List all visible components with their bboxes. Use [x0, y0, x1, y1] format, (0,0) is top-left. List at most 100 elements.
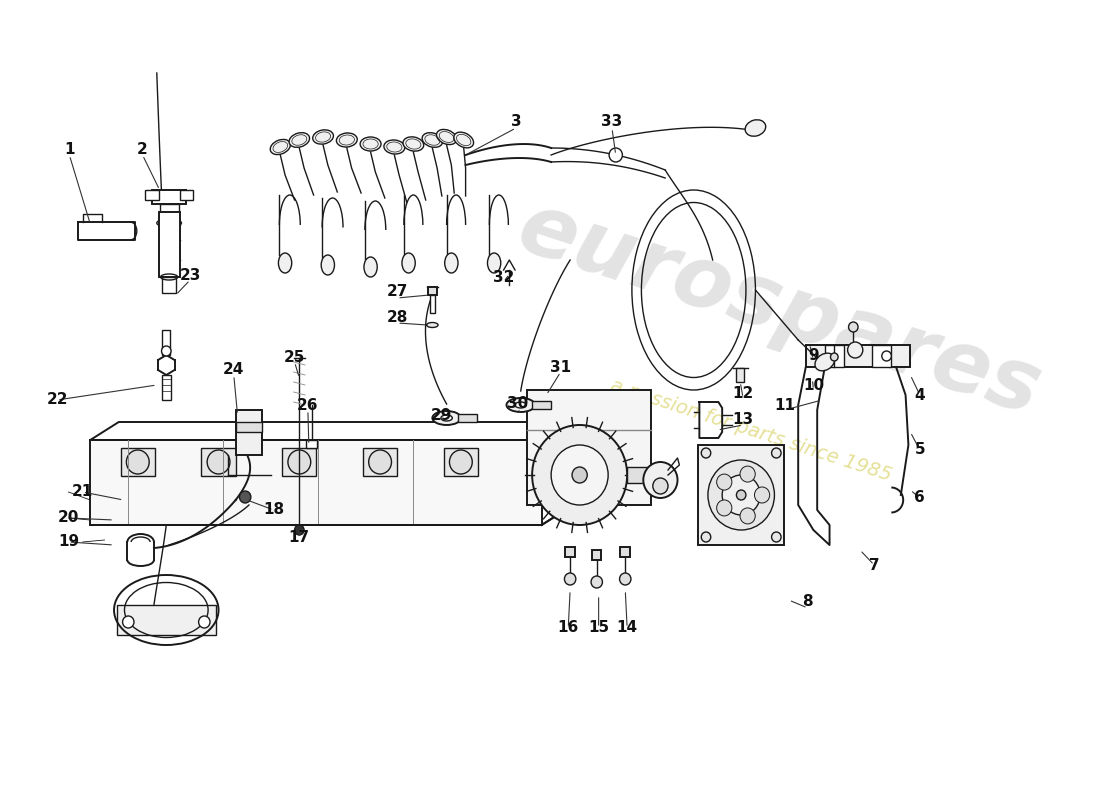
Text: 30: 30 — [507, 395, 528, 410]
Ellipse shape — [384, 140, 405, 154]
Circle shape — [755, 487, 770, 503]
Ellipse shape — [454, 132, 474, 148]
Bar — [428, 287, 437, 295]
Ellipse shape — [506, 398, 535, 412]
Circle shape — [207, 450, 230, 474]
Bar — [235, 422, 262, 432]
Circle shape — [771, 448, 781, 458]
Circle shape — [652, 478, 668, 494]
Circle shape — [240, 491, 251, 503]
Circle shape — [648, 467, 663, 483]
Bar — [163, 330, 170, 355]
Circle shape — [619, 573, 631, 585]
Text: 16: 16 — [558, 621, 579, 635]
Bar — [283, 448, 317, 476]
Ellipse shape — [403, 137, 424, 151]
Bar — [163, 277, 176, 293]
Ellipse shape — [815, 353, 835, 371]
Circle shape — [771, 532, 781, 542]
Ellipse shape — [745, 120, 766, 136]
Circle shape — [644, 462, 678, 498]
Circle shape — [450, 450, 472, 474]
Ellipse shape — [289, 133, 309, 147]
Text: a passion for parts since 1985: a passion for parts since 1985 — [607, 375, 893, 485]
Bar — [306, 440, 318, 448]
Circle shape — [708, 460, 774, 530]
Text: 6: 6 — [914, 490, 925, 506]
Text: 13: 13 — [733, 413, 754, 427]
Ellipse shape — [437, 130, 456, 145]
Bar — [235, 410, 262, 455]
Text: 31: 31 — [550, 361, 571, 375]
Bar — [160, 204, 178, 212]
Bar — [872, 345, 891, 367]
Ellipse shape — [321, 255, 334, 275]
Ellipse shape — [427, 322, 438, 327]
Bar — [158, 212, 179, 277]
Bar — [806, 345, 911, 367]
Bar — [152, 190, 186, 204]
Text: 8: 8 — [802, 594, 813, 610]
Bar — [162, 375, 170, 400]
Text: 21: 21 — [72, 485, 94, 499]
Bar — [179, 190, 192, 200]
Circle shape — [295, 525, 304, 535]
Ellipse shape — [432, 411, 461, 425]
Text: eurospares: eurospares — [507, 186, 1050, 434]
Bar — [117, 605, 216, 635]
Circle shape — [551, 445, 608, 505]
Circle shape — [740, 508, 756, 524]
Text: 26: 26 — [297, 398, 319, 413]
Ellipse shape — [312, 130, 333, 144]
Text: 25: 25 — [284, 350, 306, 366]
Circle shape — [532, 425, 627, 525]
Circle shape — [702, 448, 711, 458]
Ellipse shape — [441, 415, 452, 421]
Circle shape — [723, 475, 760, 515]
Bar — [458, 414, 477, 422]
Circle shape — [736, 490, 746, 500]
Text: 29: 29 — [431, 407, 452, 422]
Bar — [620, 547, 630, 557]
Text: 18: 18 — [263, 502, 284, 518]
Text: 19: 19 — [58, 534, 79, 550]
Ellipse shape — [515, 402, 527, 408]
Bar — [363, 448, 397, 476]
Bar — [145, 190, 158, 200]
Text: 27: 27 — [386, 285, 408, 299]
Bar — [532, 401, 551, 409]
Circle shape — [717, 500, 732, 516]
Bar — [825, 345, 844, 367]
Circle shape — [609, 148, 623, 162]
Circle shape — [740, 466, 756, 482]
Text: 14: 14 — [617, 621, 638, 635]
Text: 33: 33 — [602, 114, 623, 130]
Bar — [698, 445, 784, 545]
Text: 2: 2 — [138, 142, 147, 157]
Ellipse shape — [364, 257, 377, 277]
Circle shape — [122, 616, 134, 628]
Circle shape — [162, 346, 170, 356]
Ellipse shape — [360, 137, 381, 151]
Ellipse shape — [402, 253, 415, 273]
Text: 3: 3 — [510, 114, 521, 130]
Text: 23: 23 — [179, 267, 200, 282]
Text: 4: 4 — [914, 387, 925, 402]
Circle shape — [564, 573, 575, 585]
Bar — [90, 440, 541, 525]
Bar — [627, 467, 660, 483]
Circle shape — [882, 351, 891, 361]
Ellipse shape — [271, 139, 290, 154]
Text: 15: 15 — [588, 621, 609, 635]
Text: 5: 5 — [914, 442, 925, 458]
Circle shape — [572, 467, 587, 483]
Circle shape — [702, 532, 711, 542]
Bar — [527, 390, 651, 505]
Text: 11: 11 — [774, 398, 795, 413]
Bar — [736, 368, 744, 382]
Text: 1: 1 — [64, 142, 75, 157]
Bar — [121, 448, 155, 476]
Ellipse shape — [337, 133, 358, 147]
Bar — [201, 448, 235, 476]
Text: 17: 17 — [289, 530, 310, 546]
